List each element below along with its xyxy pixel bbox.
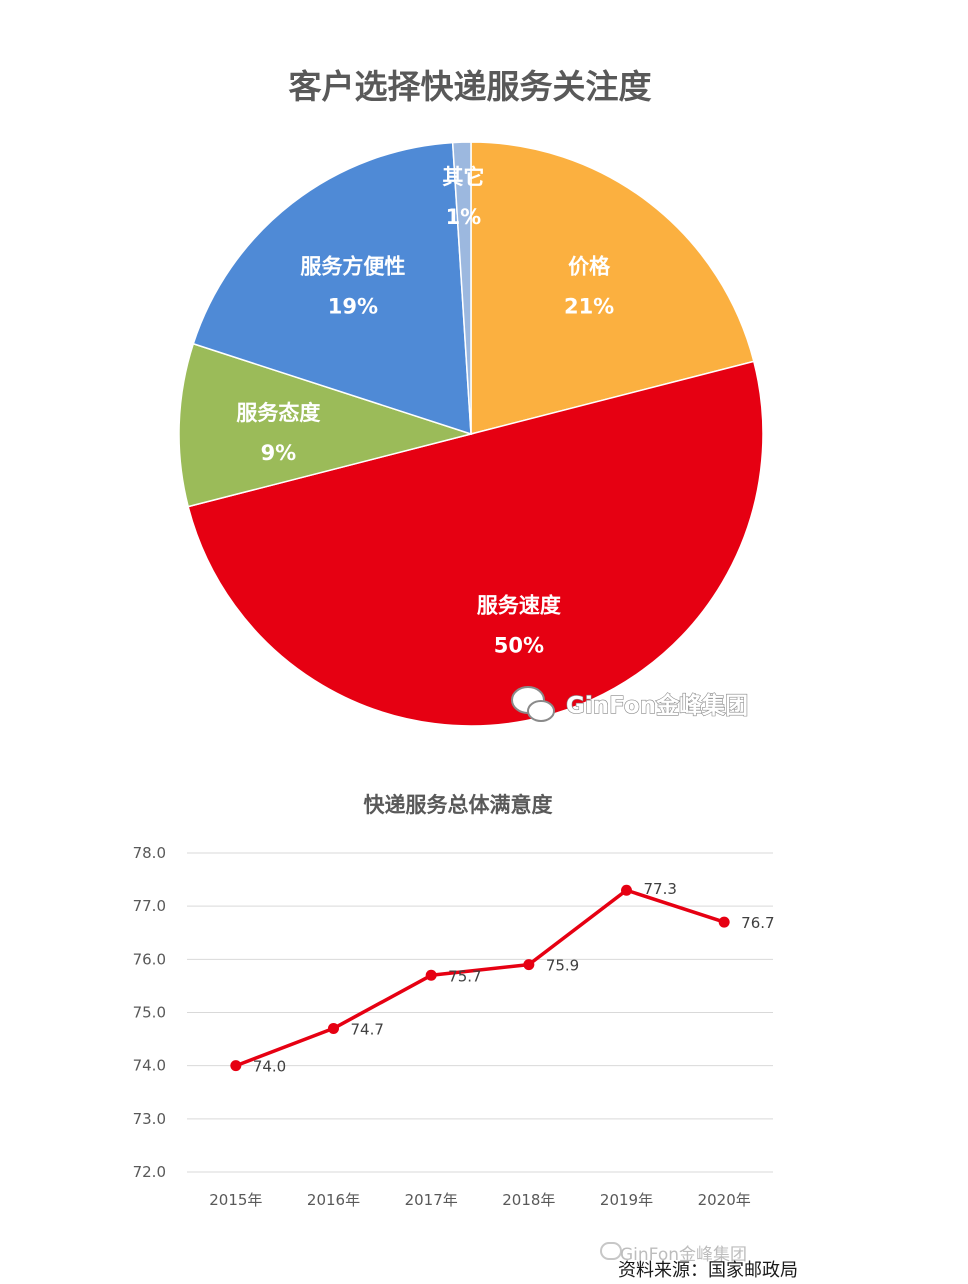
- x-tick-label: 2017年: [405, 1191, 458, 1209]
- line-title: 快递服务总体满意度: [364, 793, 553, 817]
- pie-chart: 客户选择快递服务关注度 价格 21% 服务速度 50% 服务态度 9% 服务方便性 19% 其它…: [178, 67, 764, 727]
- pie-slice-0: [470, 141, 755, 435]
- pie-slice-label: 服务态度: [236, 401, 320, 425]
- y-axis-ticks: 72.0 73.0 74.0 75.0 76.0 77.0 78.0: [133, 844, 166, 1181]
- x-tick-label: 2015年: [209, 1191, 262, 1209]
- data-label: 74.0: [253, 1058, 286, 1076]
- y-tick-label: 76.0: [133, 950, 166, 968]
- y-tick-label: 77.0: [133, 897, 166, 915]
- grid: [187, 852, 773, 1173]
- data-point: [230, 1060, 242, 1072]
- data-point: [621, 884, 632, 896]
- pie-slice-label: 其它: [442, 165, 484, 189]
- pie-slice-label: 价格: [568, 255, 611, 279]
- y-tick-label: 72.0: [133, 1163, 166, 1181]
- pie-slice-percent: 21%: [564, 295, 614, 319]
- source-block: GinFon金峰集团 资料来源：国家邮政局: [600, 1240, 840, 1284]
- data-label: 76.7: [741, 914, 774, 932]
- pie-slice-percent: 50%: [494, 634, 544, 658]
- y-tick-label: 78.0: [133, 844, 166, 862]
- pie-slice-3: [192, 141, 472, 436]
- data-point: [425, 969, 437, 981]
- line-points: [230, 884, 730, 1072]
- pie-slice-label: 服务速度: [477, 594, 561, 618]
- pie-slices: [178, 141, 764, 727]
- data-label: 75.9: [546, 957, 579, 975]
- pie-labels: 价格 21% 服务速度 50% 服务态度 9% 服务方便性 19% 其它 1%: [236, 165, 614, 658]
- data-point: [328, 1022, 339, 1034]
- data-label: 75.7: [448, 967, 481, 985]
- data-point: [718, 916, 730, 928]
- pie-slice-percent: 1%: [446, 205, 482, 229]
- wechat-icon: [600, 1242, 622, 1260]
- data-labels: 74.0 74.7 75.7 75.9 77.3 76.7: [253, 880, 775, 1075]
- watermark-text: GinFon金峰集团: [566, 692, 748, 719]
- x-axis-ticks: 2015年 2016年 2017年 2018年 2019年 2020年: [209, 1191, 751, 1209]
- data-label: 74.7: [351, 1020, 384, 1038]
- y-tick-label: 75.0: [133, 1004, 166, 1022]
- pie-slice-4: [451, 141, 472, 435]
- source-note: 资料来源：国家邮政局: [618, 1260, 798, 1281]
- y-tick-label: 73.0: [133, 1110, 166, 1128]
- pie-slice-percent: 19%: [328, 295, 378, 319]
- data-point: [523, 959, 535, 971]
- x-tick-label: 2016年: [307, 1191, 360, 1209]
- data-label: 77.3: [644, 880, 677, 898]
- x-tick-label: 2019年: [600, 1191, 653, 1209]
- footer-watermark: GinFon金峰集团: [620, 1245, 748, 1265]
- line-series: [235, 888, 725, 1068]
- pie-slice-label: 服务方便性: [300, 255, 405, 279]
- pie-slice-2: [178, 342, 474, 508]
- series-line: [235, 888, 725, 1068]
- y-tick-label: 74.0: [133, 1057, 166, 1075]
- wechat-icon: [511, 686, 555, 722]
- watermark: GinFon金峰集团: [511, 686, 749, 722]
- x-tick-label: 2018年: [502, 1191, 555, 1209]
- line-chart: 快递服务总体满意度 72.0 73.0 74.0 75.0 76.0 77.0 78.0 2…: [133, 793, 775, 1209]
- x-tick-label: 2020年: [698, 1191, 751, 1209]
- pie-title: 客户选择快递服务关注度: [289, 67, 652, 106]
- pie-slice-percent: 9%: [261, 441, 297, 465]
